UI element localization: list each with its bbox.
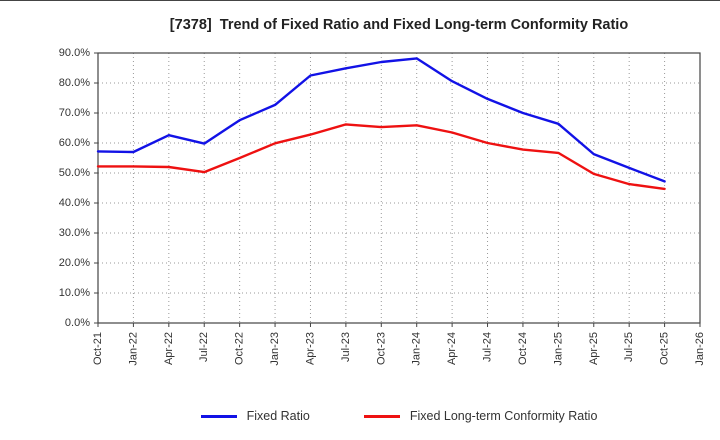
- x-tick-label: Jul-24: [482, 332, 494, 362]
- y-tick-label: 40.0%: [59, 197, 90, 209]
- x-tick-label: Jan-22: [127, 332, 139, 366]
- x-tick-label: Oct-21: [92, 332, 104, 365]
- x-tick-label: Jan-26: [694, 332, 706, 366]
- y-tick-label: 70.0%: [59, 107, 90, 119]
- y-tick-label: 20.0%: [59, 257, 90, 269]
- plot-border: [97, 52, 701, 324]
- x-tick-label: Apr-22: [163, 332, 175, 365]
- x-tick-label: Jul-23: [340, 332, 352, 362]
- y-tick-label: 0.0%: [65, 317, 90, 329]
- y-tick-label: 90.0%: [59, 47, 90, 59]
- x-tick-label: Oct-25: [659, 332, 671, 365]
- y-tick-label: 50.0%: [59, 167, 90, 179]
- x-tick-label: Jul-22: [198, 332, 210, 362]
- y-tick-label: 80.0%: [59, 77, 90, 89]
- y-tick-label: 10.0%: [59, 287, 90, 299]
- legend: Fixed Ratio Fixed Long-term Conformity R…: [78, 402, 720, 430]
- legend-label-fixed-ratio: Fixed Ratio: [246, 409, 310, 423]
- legend-item-fixed-ratio: Fixed Ratio: [200, 409, 310, 423]
- x-tick-label: Apr-23: [304, 332, 316, 365]
- x-tick-label: Jul-25: [623, 332, 635, 362]
- x-tick-label: Jan-23: [269, 332, 281, 366]
- series-line-fixed-long-term-conformity-ratio: [96, 123, 666, 191]
- series-line-fixed-ratio: [96, 57, 666, 183]
- x-tick-label: Oct-22: [234, 332, 246, 365]
- x-tick-label: Oct-24: [517, 332, 529, 365]
- legend-swatch-fixed-ratio: [200, 414, 237, 418]
- x-tick-label: Oct-23: [375, 332, 387, 365]
- x-tick-label: Jan-25: [552, 332, 564, 366]
- legend-item-fixed-long-term-conformity-ratio: Fixed Long-term Conformity Ratio: [363, 409, 598, 423]
- x-tick-label: Jan-24: [411, 332, 423, 366]
- x-tick-label: Apr-25: [588, 332, 600, 365]
- chart-title: [7378] Trend of Fixed Ratio and Fixed Lo…: [169, 17, 629, 33]
- legend-label-fixed-long-term-conformity-ratio: Fixed Long-term Conformity Ratio: [409, 409, 598, 423]
- legend-swatch-fixed-long-term-conformity-ratio: [363, 414, 400, 418]
- y-tick-label: 30.0%: [59, 227, 90, 239]
- top-border-line: [0, 0, 720, 1]
- x-tick-label: Apr-24: [446, 332, 458, 365]
- y-tick-label: 60.0%: [59, 137, 90, 149]
